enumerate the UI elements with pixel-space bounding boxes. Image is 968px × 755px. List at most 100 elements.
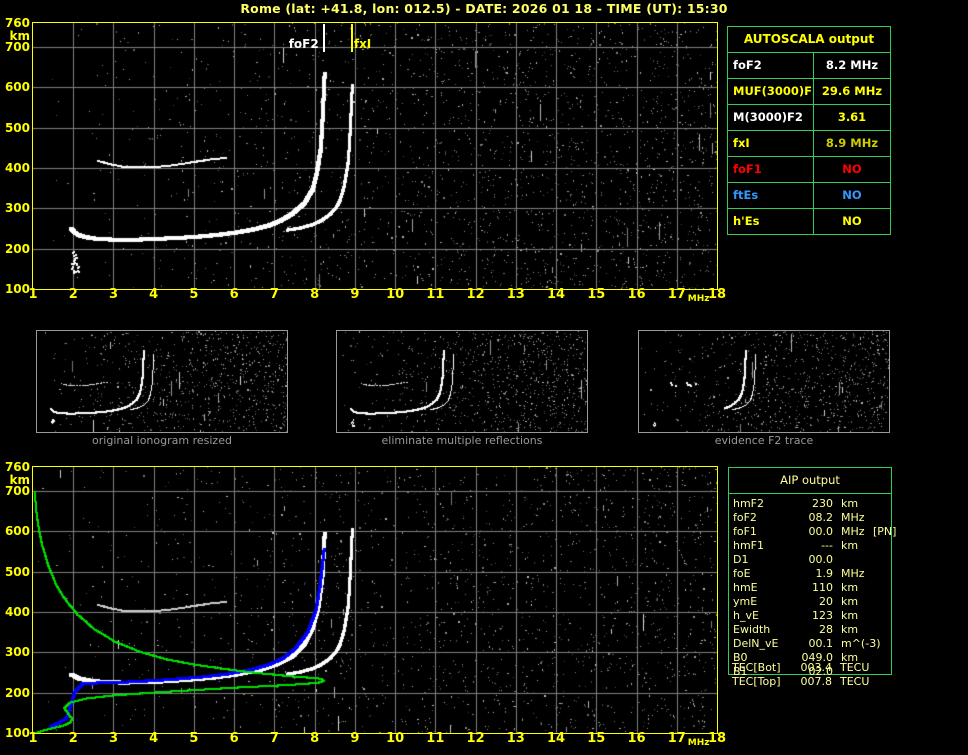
aip-row-DelNvE: DelN_vE 00.1 m^(-3) [733, 637, 891, 651]
x-tick-8: 8 [310, 287, 320, 302]
foF2-marker-label: foF2 [288, 37, 319, 51]
x-tick-15: 15 [587, 287, 606, 302]
y-tick-760: 760 [4, 16, 30, 30]
x-tick-17: 17 [667, 731, 686, 746]
aip-param-unit: MHz [841, 511, 865, 524]
autoscala-value: NO [842, 188, 862, 202]
aip-param-name: ymE [733, 595, 758, 608]
aip-param-value: 110 [812, 581, 833, 594]
autoscala-row-foF1: foF1 NO [728, 157, 890, 183]
x-axis-unit-label: MHz [687, 738, 710, 748]
y-tick-400: 400 [4, 605, 30, 620]
x-tick-12: 12 [466, 287, 485, 302]
thumb-evidence-caption: evidence F2 trace [714, 434, 814, 447]
aip-row-foE: foE 1.9 MHz [733, 567, 891, 581]
aip-param-value: 08.2 [808, 511, 834, 524]
aip-param-name: B0 [733, 651, 748, 664]
autoscala-value: NO [842, 162, 862, 176]
autoscala-value: 29.6 MHz [821, 84, 883, 98]
x-tick-1: 1 [28, 287, 38, 302]
aip-param-value: 230 [812, 497, 833, 510]
aip-rows: hmF2 230 km foF2 08.2 MHz foF1 00.0 MHz [PN] hmF1 -… [729, 494, 896, 679]
aip-row-TECTop: TEC[Top] 007.8 TECU [732, 675, 932, 689]
x-tick-11: 11 [426, 731, 445, 746]
aip-param-value: 00.0 [808, 525, 834, 538]
y-tick-200: 200 [4, 241, 30, 256]
autoscala-output-table: AUTOSCALA output foF2 8.2 MHz MUF(3000)F2 2… [727, 26, 891, 235]
ionogram-aip-plot[interactable] [32, 466, 718, 734]
aip-row-hvE: h_vE 123 km [733, 609, 891, 623]
page-title: Rome (lat: +41.8, lon: 012.5) - DATE: 20… [240, 1, 728, 16]
aip-param-value: 049.0 [801, 651, 834, 664]
x-tick-18: 18 [707, 731, 727, 746]
x-tick-10: 10 [386, 731, 405, 746]
x-tick-1: 1 [28, 731, 38, 746]
x-tick-3: 3 [108, 287, 118, 302]
autoscala-row-ftEs: ftEs NO [728, 183, 890, 209]
y-tick-600: 600 [4, 524, 30, 539]
ionogram-main-plot[interactable] [32, 22, 718, 290]
y-tick-300: 300 [4, 645, 30, 660]
aip-param-unit: km [841, 609, 859, 622]
y-axis-unit-label: km [9, 29, 30, 43]
aip-param-value: 003.4 [800, 661, 833, 674]
aip-param-value: 00.1 [808, 637, 834, 650]
aip-param-unit: km [841, 497, 859, 510]
x-tick-7: 7 [269, 287, 279, 302]
x-tick-18: 18 [707, 287, 727, 302]
aip-row-hmF1: hmF1 --- km [733, 539, 891, 553]
aip-param-name: Ewidth [733, 623, 771, 636]
aip-param-name: D1 [733, 553, 749, 566]
y-axis-unit-label: km [9, 473, 30, 487]
aip-param-unit: TECU [840, 661, 870, 674]
aip-row-foF1: foF1 00.0 MHz [PN] [733, 525, 896, 539]
x-tick-3: 3 [108, 731, 118, 746]
thumb-evidence-canvas [639, 331, 889, 432]
x-axis-unit-label: MHz [687, 294, 710, 304]
aip-row-ymE: ymE 20 km [733, 595, 891, 609]
aip-param-name: TEC[Top] [732, 675, 781, 688]
autoscala-key: MUF(3000)F2 [728, 79, 814, 104]
aip-param-name: B1 [733, 665, 748, 678]
y-tick-200: 200 [4, 685, 30, 700]
x-tick-6: 6 [229, 287, 239, 302]
x-tick-4: 4 [149, 287, 159, 302]
aip-row-B1: B1 02.0 [733, 665, 891, 679]
y-tick-100: 100 [4, 282, 30, 296]
aip-row-B0: B0 049.0 km [733, 651, 891, 665]
aip-param-value: 20 [819, 595, 833, 608]
y-tick-400: 400 [4, 161, 30, 176]
autoscala-row-foF2: foF2 8.2 MHz [728, 53, 890, 79]
autoscala-key: ftEs [728, 183, 814, 208]
x-tick-7: 7 [269, 731, 279, 746]
aip-param-value: 02.0 [808, 665, 834, 678]
x-tick-13: 13 [506, 287, 525, 302]
x-tick-12: 12 [466, 731, 485, 746]
foF2-marker-line [322, 24, 325, 52]
autoscala-row-hEs: h'Es NO [728, 209, 890, 234]
aip-title: AIP output [729, 468, 891, 494]
ionogram-aip-canvas [33, 467, 717, 733]
autoscala-key: M(3000)F2 [728, 105, 814, 130]
aip-param-unit: km [841, 581, 859, 594]
autoscala-key: fxI [728, 131, 814, 156]
aip-param-note: [PN] [873, 525, 897, 538]
aip-param-value: 28 [819, 623, 833, 636]
thumb-eliminate-panel[interactable] [336, 330, 588, 433]
y-tick-760: 760 [4, 460, 30, 474]
aip-param-unit: TECU [840, 675, 870, 688]
x-tick-5: 5 [189, 731, 199, 746]
x-tick-13: 13 [506, 731, 525, 746]
x-tick-8: 8 [310, 731, 320, 746]
thumb-original-panel[interactable] [36, 330, 288, 433]
autoscala-value: 8.9 MHz [825, 136, 879, 150]
aip-row-TECBot: TEC[Bot] 003.4 TECU [732, 661, 932, 675]
thumb-evidence-panel[interactable] [638, 330, 890, 433]
aip-output-table: AIP output hmF2 230 km foF2 08.2 MHz foF1 00.0 M… [728, 467, 896, 678]
aip-param-value: 1.9 [815, 567, 834, 580]
autoscala-row-MUF3000F2: MUF(3000)F2 29.6 MHz [728, 79, 890, 105]
aip-row-D1: D1 00.0 [733, 553, 891, 567]
aip-param-value: 00.0 [808, 553, 834, 566]
y-tick-100: 100 [4, 726, 30, 740]
aip-overflow-rows: TEC[Bot] 003.4 TECU TEC[Top] 007.8 TECU [732, 661, 932, 689]
